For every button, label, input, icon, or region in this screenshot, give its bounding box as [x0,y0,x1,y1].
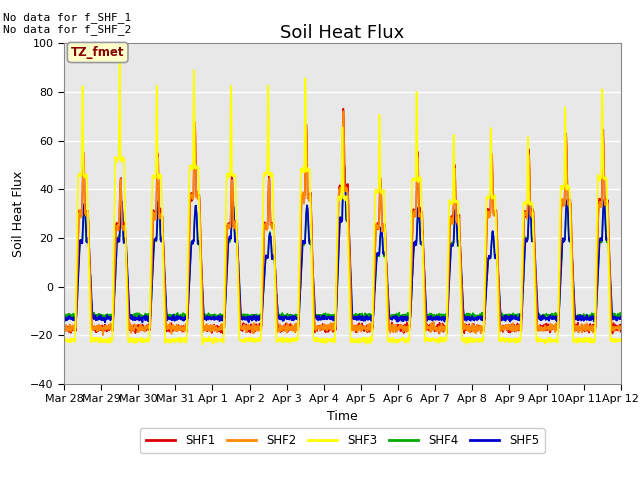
SHF1 [609,331,616,336]
SHF4 [568,257,576,263]
SHF3 [198,342,206,348]
SHF2 [505,325,513,331]
SHF1 [359,325,367,331]
Line: SHF2: SHF2 [64,111,621,335]
SHF4 [371,288,379,294]
SHF1 [371,261,379,267]
SHF1 [216,325,223,331]
SHF1 [339,106,347,111]
SHF5 [340,163,348,168]
SHF2 [584,326,591,332]
SHF4 [505,313,513,319]
Title: Soil Heat Flux: Soil Heat Flux [280,24,404,42]
SHF4 [340,162,348,168]
Line: SHF1: SHF1 [64,108,621,334]
SHF2 [339,108,347,114]
SHF2 [617,326,625,332]
SHF4 [424,317,432,323]
SHF2 [216,326,223,332]
SHF5 [216,318,223,324]
SHF2 [371,251,379,257]
SHF1 [617,329,625,335]
Line: SHF3: SHF3 [64,56,621,345]
SHF4 [617,315,625,321]
SHF1 [60,325,68,331]
SHF2 [60,323,68,328]
SHF3 [371,192,379,198]
SHF1 [504,324,512,330]
SHF3 [359,337,367,343]
SHF2 [568,243,576,249]
SHF4 [60,312,68,318]
SHF1 [568,237,575,243]
SHF5 [617,313,625,319]
SHF4 [216,312,223,318]
SHF3 [617,337,625,343]
SHF4 [359,314,367,320]
SHF5 [568,250,576,256]
Line: SHF4: SHF4 [64,165,621,320]
SHF5 [60,314,68,320]
SHF2 [99,332,107,338]
SHF5 [584,317,591,323]
SHF3 [116,53,124,59]
SHF3 [568,287,576,293]
SHF4 [584,312,591,318]
SHF3 [584,337,591,343]
Text: TZ_fmet: TZ_fmet [71,46,124,59]
SHF5 [505,317,513,323]
SHF3 [505,337,513,343]
SHF3 [60,337,68,343]
Line: SHF5: SHF5 [64,166,621,323]
X-axis label: Time: Time [327,410,358,423]
SHF5 [139,320,147,325]
SHF3 [216,337,223,343]
Y-axis label: Soil Heat Flux: Soil Heat Flux [12,170,24,257]
Legend: SHF1, SHF2, SHF3, SHF4, SHF5: SHF1, SHF2, SHF3, SHF4, SHF5 [140,428,545,453]
SHF2 [359,323,367,329]
SHF5 [359,315,367,321]
SHF5 [371,285,379,291]
Text: No data for f_SHF_1
No data for f_SHF_2: No data for f_SHF_1 No data for f_SHF_2 [3,12,131,36]
SHF1 [584,328,591,334]
